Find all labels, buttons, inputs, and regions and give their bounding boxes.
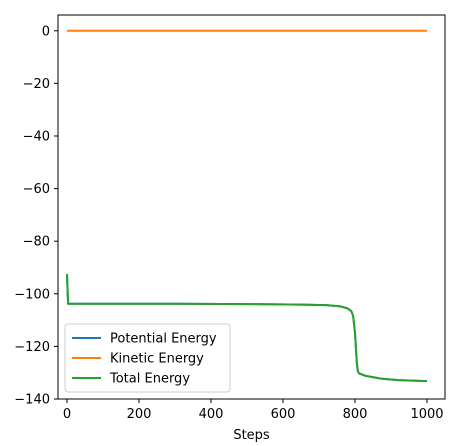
y-tick-label: −100 — [14, 287, 50, 302]
x-tick-label: 800 — [343, 407, 368, 422]
y-tick-label: −120 — [14, 340, 50, 355]
legend-label-kinetic-energy: Kinetic Energy — [110, 352, 204, 367]
y-axis-ticks: 0 −20 −40 −60 −80 −100 −120 −140 — [14, 24, 58, 408]
x-axis-ticks: 0 200 400 600 800 1000 — [63, 399, 444, 422]
series-line-total-energy — [66, 274, 428, 383]
x-tick-label: 1000 — [410, 407, 443, 422]
x-tick-label: 200 — [127, 407, 152, 422]
legend-label-potential-energy: Potential Energy — [110, 332, 217, 347]
x-axis-label: Steps — [233, 428, 270, 443]
x-tick-label: 600 — [271, 407, 296, 422]
y-tick-label: −140 — [14, 393, 50, 408]
y-tick-label: −60 — [23, 182, 50, 197]
y-tick-label: 0 — [42, 24, 50, 39]
y-tick-label: −20 — [23, 77, 50, 92]
legend-box — [64, 323, 231, 393]
legend: Potential Energy Kinetic Energy Total En… — [64, 323, 231, 393]
x-tick-label: 400 — [199, 407, 224, 422]
x-tick-label: 0 — [63, 407, 71, 422]
y-tick-label: −80 — [23, 235, 50, 250]
y-tick-label: −40 — [23, 129, 50, 144]
legend-label-total-energy: Total Energy — [109, 372, 190, 387]
series-layer — [66, 29, 428, 383]
